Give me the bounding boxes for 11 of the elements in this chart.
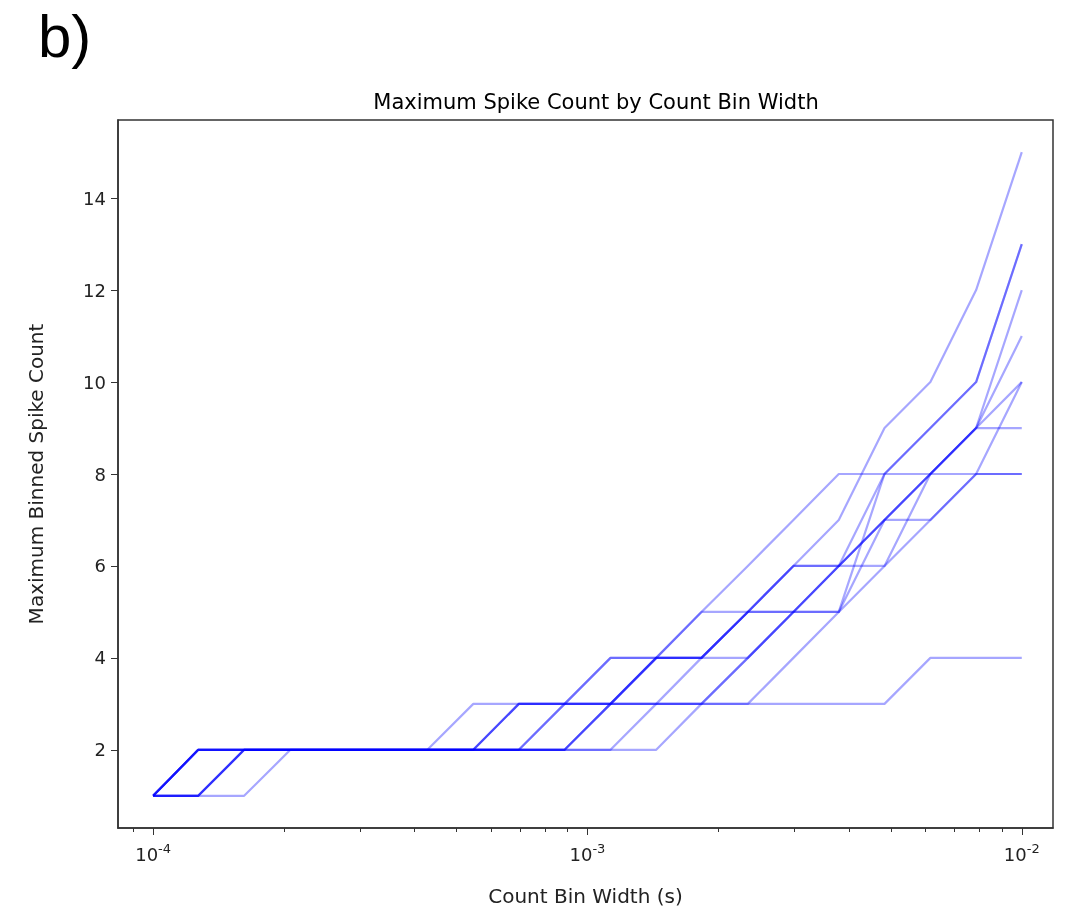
y-tick-label: 6 xyxy=(94,555,106,577)
y-tick-label: 12 xyxy=(83,279,106,301)
x-axis-title: Count Bin Width (s) xyxy=(488,884,683,908)
y-tick-label: 4 xyxy=(94,647,106,669)
chart-title: Maximum Spike Count by Count Bin Width xyxy=(373,89,819,114)
y-tick-label: 10 xyxy=(83,371,106,393)
y-tick-label: 8 xyxy=(94,463,106,485)
text: b) xyxy=(38,2,92,71)
y-axis-title: Maximum Binned Spike Count xyxy=(24,323,48,625)
y-tick-label: 14 xyxy=(83,187,106,209)
y-tick-label: 2 xyxy=(94,739,106,761)
